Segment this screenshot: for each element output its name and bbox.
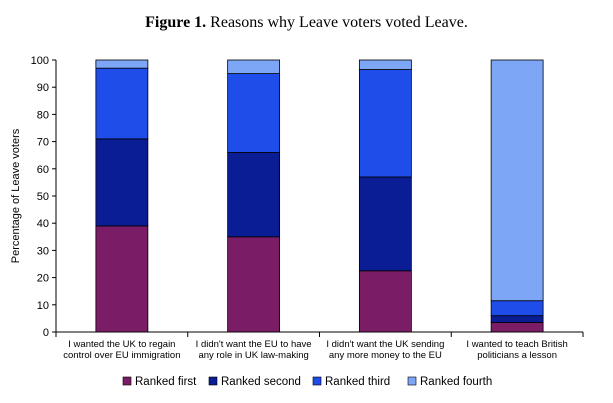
x-category-label: I wanted to teach British xyxy=(466,339,567,350)
bar-segment-1 xyxy=(95,225,149,333)
y-tick-label: 10 xyxy=(37,300,49,312)
legend-swatch-4 xyxy=(407,376,417,386)
legend-swatch-1 xyxy=(122,376,132,386)
bar-segment-1 xyxy=(358,270,412,333)
legend-entry-4: Ranked fourth xyxy=(420,376,492,388)
legend: Ranked first Ranked second Ranked third Ran… xyxy=(122,376,492,388)
legend-swatch-3 xyxy=(312,376,322,386)
y-tick-label: 80 xyxy=(37,109,49,121)
y-tick-label: 20 xyxy=(37,273,49,285)
x-category-label: control over EU immigration xyxy=(63,350,180,361)
legend-entry-1: Ranked first xyxy=(135,376,197,388)
bar-segment-2 xyxy=(490,315,544,323)
y-tick-label: 100 xyxy=(31,55,49,67)
x-category-label: any more money to the EU xyxy=(329,350,442,361)
y-tick-label: 50 xyxy=(37,191,49,203)
bar-segment-4 xyxy=(227,59,281,75)
legend-swatch-2 xyxy=(208,376,218,386)
bar-segment-1 xyxy=(490,322,544,333)
y-tick-label: 40 xyxy=(37,218,49,230)
x-category-label: I didn't want the EU to have xyxy=(196,339,312,350)
bar-segment-3 xyxy=(358,69,412,178)
bar-segment-1 xyxy=(227,236,281,333)
bar-segment-2 xyxy=(95,138,149,227)
bar-segment-4 xyxy=(95,59,149,69)
bar-segment-2 xyxy=(227,152,281,238)
chart-title-bold: Figure 1. xyxy=(145,14,207,31)
bar-segment-2 xyxy=(358,176,412,272)
y-tick-label: 70 xyxy=(37,137,49,149)
bar-segment-3 xyxy=(490,300,544,317)
x-category-label: any role in UK law-making xyxy=(198,350,308,361)
x-category-label: I didn't want the UK sending xyxy=(326,339,444,350)
legend-entry-2: Ranked second xyxy=(221,376,301,388)
chart-title-rest: Reasons why Leave voters voted Leave. xyxy=(206,14,468,31)
plot-area: 0 10 20 30 40 50 60 70 80 90 100 I wanted the UK to… xyxy=(31,55,584,361)
bar-segment-4 xyxy=(358,59,412,70)
legend-entry-3: Ranked third xyxy=(325,376,390,388)
bar-segment-4 xyxy=(490,59,544,302)
y-axis-title: Percentage of Leave voters xyxy=(10,128,22,263)
y-tick-label: 0 xyxy=(43,327,49,339)
y-tick-label: 60 xyxy=(37,164,49,176)
bar-segment-3 xyxy=(227,73,281,153)
x-category-label: politicians a lesson xyxy=(477,350,557,361)
y-tick-label: 30 xyxy=(37,245,49,257)
chart-title: Figure 1. Reasons why Leave voters voted… xyxy=(0,14,613,32)
bar-segment-3 xyxy=(95,67,149,140)
y-tick-label: 90 xyxy=(37,82,49,94)
x-category-label: I wanted the UK to regain xyxy=(68,339,175,350)
